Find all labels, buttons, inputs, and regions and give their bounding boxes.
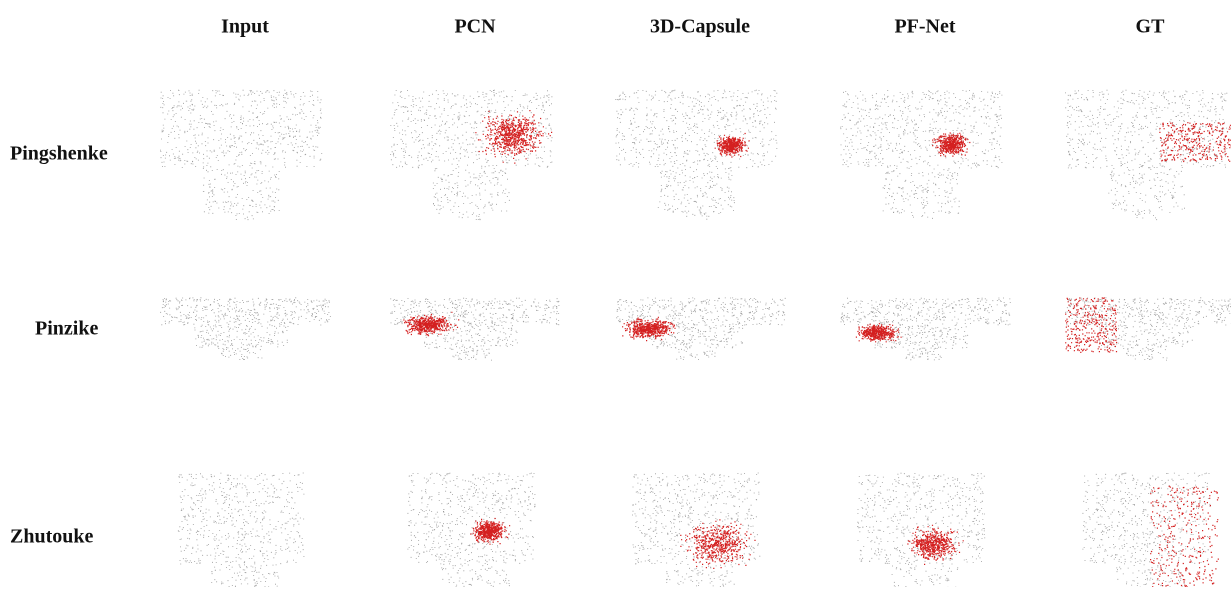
row-label: Pinzike [35, 318, 98, 340]
point-cloud [615, 90, 777, 219]
row-label: Zhutouke [10, 526, 93, 548]
point-cloud [840, 90, 1002, 218]
completed-points [856, 324, 902, 342]
point-cloud [160, 90, 322, 220]
completed-points [475, 111, 552, 164]
figure: Input PCN 3D-Capsule PF-Net GT Pingshenke Pinz… [0, 0, 1231, 587]
point-cloud [407, 473, 535, 587]
column-header: PCN [454, 16, 496, 38]
column-header: GT [1136, 16, 1166, 38]
point-cloud [178, 473, 305, 587]
column-header: 3D-Capsule [650, 16, 750, 38]
completed-points [403, 312, 459, 335]
completed-points [932, 133, 970, 156]
point-cloud [1065, 298, 1231, 360]
point-cloud [632, 473, 760, 587]
point-cloud [390, 90, 552, 220]
point-cloud [160, 298, 331, 360]
completed-points [1159, 123, 1231, 162]
column-header: Input [221, 16, 269, 38]
completed-points [1150, 486, 1219, 587]
column-header: PF-Net [894, 16, 955, 38]
point-cloud [841, 298, 1011, 360]
completed-points [715, 134, 750, 158]
page: Input PCN 3D-Capsule PF-Net GT Pingshenke Pinz… [0, 0, 1231, 587]
completed-points [1065, 298, 1117, 352]
completed-points [907, 525, 964, 564]
completed-points [680, 520, 755, 569]
completed-points [622, 317, 676, 340]
row-label: Pingshenke [10, 143, 108, 165]
